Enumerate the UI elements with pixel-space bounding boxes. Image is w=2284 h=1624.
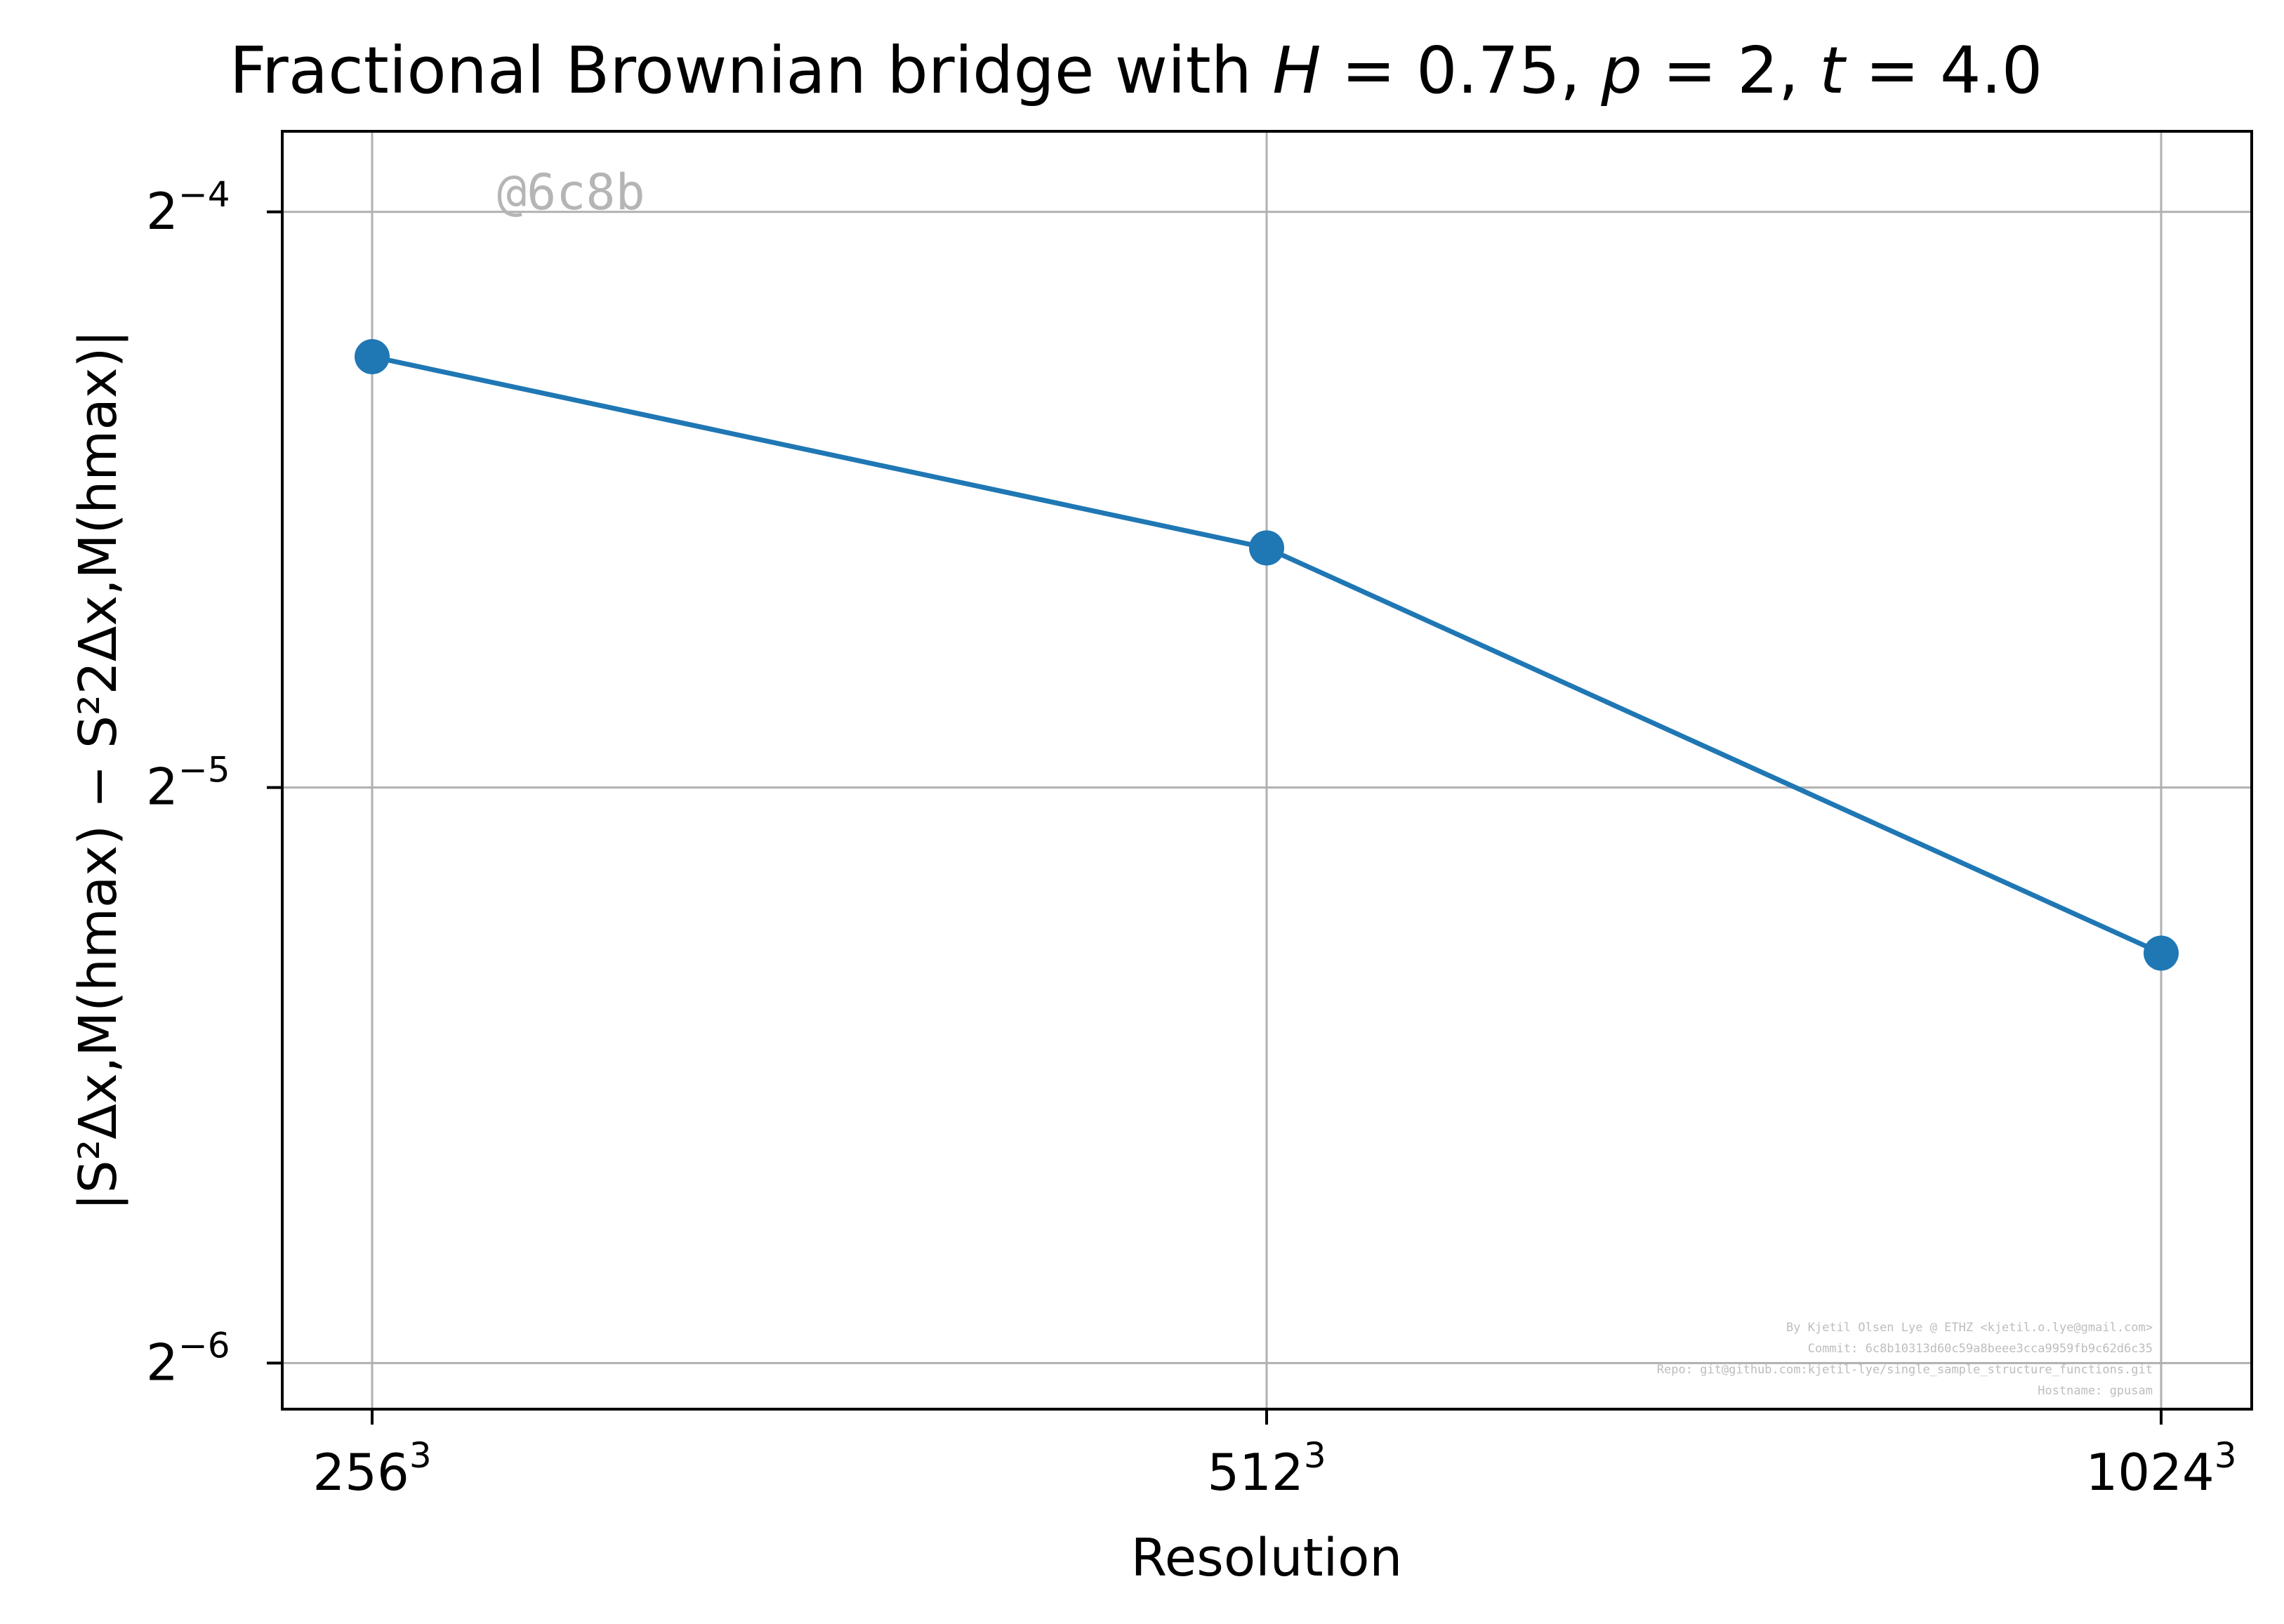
grid (282, 131, 2252, 1409)
x-axis-ticks: 2563 5123 10243 (312, 1409, 2237, 1502)
data-point-1 (1249, 530, 1284, 566)
footer-credits: By Kjetil Olsen Lye @ ETHZ <kjetil.o.lye… (1657, 1321, 2153, 1398)
x-tick-label-2: 10243 (2085, 1435, 2236, 1502)
chart-title: Fractional Brownian bridge with H = 0.75… (230, 33, 2043, 108)
y-axis-ticks: 2−4 2−5 2−6 (146, 174, 282, 1392)
footer-line-3: Hostname: gpusam (2038, 1384, 2153, 1398)
x-axis-label: Resolution (1131, 1528, 1403, 1588)
y-tick-label-1: 2−5 (146, 750, 230, 817)
x-tick-label-1: 5123 (1207, 1435, 1326, 1502)
data-point-2 (2144, 935, 2179, 971)
data-points (355, 338, 2179, 971)
y-label-text: |S²Δx,M(hmax) − S²2Δx,M(hmax)| (68, 330, 128, 1211)
plot-frame (281, 130, 2253, 1411)
data-point-0 (355, 338, 390, 374)
watermark: @6c8b (497, 164, 645, 221)
footer-line-0: By Kjetil Olsen Lye @ ETHZ <kjetil.o.lye… (1786, 1321, 2153, 1335)
footer-line-2: Repo: git@github.com:kjetil-lye/single_s… (1657, 1363, 2153, 1377)
y-axis-label: |S²Δx,M(hmax) − S²2Δx,M(hmax)| (68, 330, 128, 1211)
y-tick-label-2: 2−6 (146, 1325, 230, 1392)
y-tick-label-0: 2−4 (146, 174, 230, 241)
footer-line-1: Commit: 6c8b10313d60c59a8beee3cca9959fb9… (1808, 1342, 2153, 1356)
x-tick-label-0: 2563 (312, 1435, 431, 1502)
